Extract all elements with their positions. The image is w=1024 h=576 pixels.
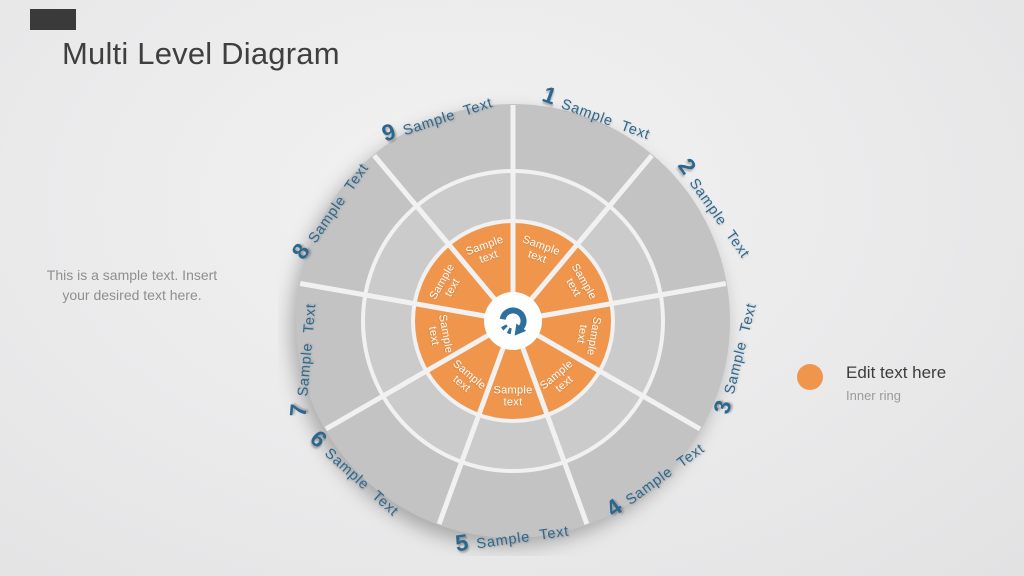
segment-number: 5 xyxy=(453,528,470,557)
legend-title[interactable]: Edit text here xyxy=(846,363,947,382)
inner-segment-label-5[interactable]: Sample text xyxy=(493,384,533,409)
inner-label-line: text xyxy=(503,396,523,408)
legend-swatch[interactable] xyxy=(797,364,823,390)
segment-number: 7 xyxy=(284,402,312,418)
legend-subtitle: Inner ring xyxy=(846,388,901,403)
hub-circle[interactable] xyxy=(484,292,542,350)
rotate-clockwise-icon xyxy=(499,307,527,336)
multi-level-wheel xyxy=(296,104,730,538)
inner-label-line: text xyxy=(426,325,442,347)
inner-label-line: Sample xyxy=(493,384,533,397)
legend-texts: Edit text here Inner ring xyxy=(846,363,946,403)
ring-dividers xyxy=(299,105,727,525)
slide-title[interactable]: Multi Level Diagram xyxy=(62,36,340,71)
legend: Edit text here Inner ring xyxy=(797,363,946,403)
legend-swatch-circle xyxy=(797,364,823,390)
slide-accent-bar xyxy=(30,9,76,30)
description-text[interactable]: This is a sample text. Insert your desir… xyxy=(46,267,218,303)
